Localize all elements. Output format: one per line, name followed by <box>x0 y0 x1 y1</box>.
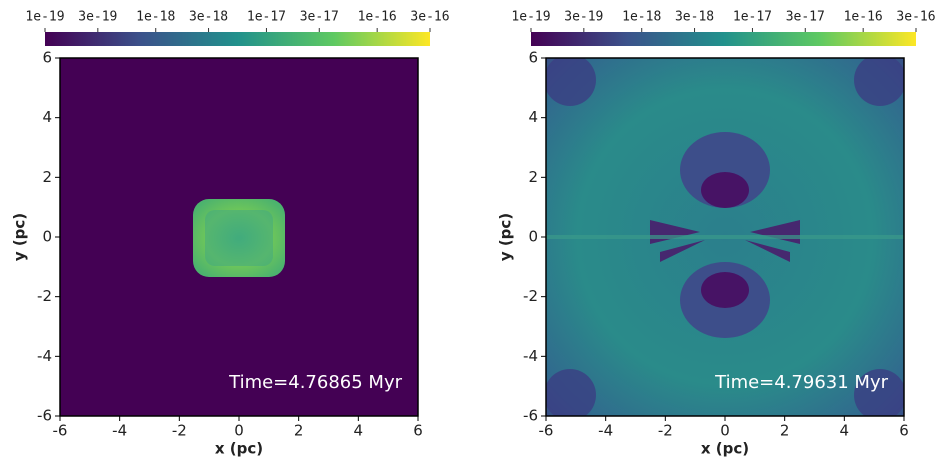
y-tick-label: -6 <box>37 407 52 425</box>
x-tick-label: 0 <box>234 422 244 440</box>
colorbar-tick-label: 3e-16 <box>896 10 935 25</box>
y-tick-label: 2 <box>528 168 538 186</box>
colorbar-tick-label: 3e-19 <box>78 10 117 25</box>
time-annotation: Time=4.79631 Myr <box>714 372 888 393</box>
y-tick-label: 2 <box>42 168 52 186</box>
x-tick-label: -2 <box>658 422 673 440</box>
heatmap-image <box>546 58 904 416</box>
colorbar-tick-label: 1e-16 <box>358 10 397 25</box>
colorbar-tick-label: 1e-17 <box>733 10 772 25</box>
x-axis-label: x (pc) <box>215 440 263 458</box>
y-tick-label: 0 <box>42 228 52 246</box>
x-tick-label: 6 <box>413 422 423 440</box>
x-tick-label: 2 <box>780 422 790 440</box>
x-tick-label: -2 <box>172 422 187 440</box>
colorbar-tick-label: 3e-18 <box>675 10 714 25</box>
colorbar-tick-label: 1e-18 <box>136 10 175 25</box>
colorbar-tick-label: 1e-18 <box>622 10 661 25</box>
x-tick-label: 2 <box>294 422 304 440</box>
y-tick-label: 4 <box>528 108 538 126</box>
time-annotation: Time=4.76865 Myr <box>228 372 402 393</box>
colorbar-tick-label: 1e-19 <box>511 10 550 25</box>
x-tick-label: 0 <box>720 422 730 440</box>
x-tick-label: -4 <box>598 422 613 440</box>
colorbar-tick-label: 1e-16 <box>844 10 883 25</box>
x-tick-label: -6 <box>53 422 68 440</box>
x-axis-label: x (pc) <box>701 440 749 458</box>
colorbar-tick-label: 3e-17 <box>786 10 825 25</box>
y-tick-label: -6 <box>523 407 538 425</box>
x-tick-label: 4 <box>840 422 850 440</box>
y-tick-label: 6 <box>528 49 538 67</box>
y-axis-label: y (pc) <box>497 213 515 261</box>
y-tick-label: -4 <box>523 347 538 365</box>
x-tick-label: 4 <box>354 422 364 440</box>
x-tick-label: -4 <box>112 422 127 440</box>
colorbar-tick-label: 3e-16 <box>410 10 449 25</box>
colorbar <box>531 32 916 46</box>
y-tick-label: 4 <box>42 108 52 126</box>
x-tick-label: -6 <box>539 422 554 440</box>
y-tick-label: 0 <box>528 228 538 246</box>
y-tick-label: 6 <box>42 49 52 67</box>
colorbar <box>45 32 430 46</box>
heatmap-image <box>60 58 418 416</box>
y-tick-label: -2 <box>523 287 538 305</box>
y-axis-label: y (pc) <box>11 213 29 261</box>
x-tick-label: 6 <box>899 422 909 440</box>
y-tick-label: -4 <box>37 347 52 365</box>
y-tick-label: -2 <box>37 287 52 305</box>
colorbar-tick-label: 1e-19 <box>25 10 64 25</box>
colorbar-tick-label: 1e-17 <box>247 10 286 25</box>
colorbar-tick-label: 3e-18 <box>189 10 228 25</box>
colorbar-tick-label: 3e-17 <box>300 10 339 25</box>
colorbar-tick-label: 3e-19 <box>564 10 603 25</box>
